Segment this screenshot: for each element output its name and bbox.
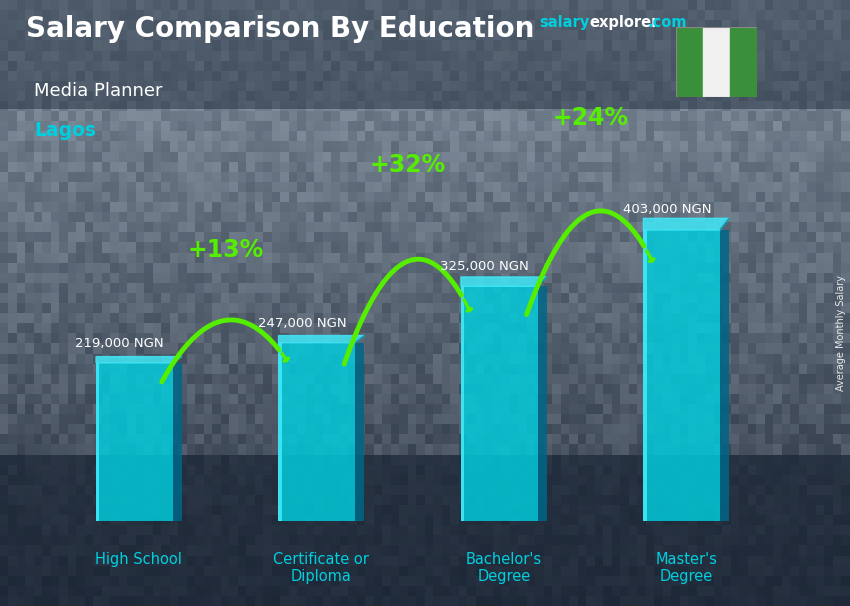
Text: Bachelor's
Degree: Bachelor's Degree <box>466 551 541 584</box>
Polygon shape <box>355 336 364 342</box>
Bar <box>461 287 537 521</box>
Bar <box>537 287 547 521</box>
Polygon shape <box>643 218 729 230</box>
Bar <box>703 27 729 97</box>
Bar <box>355 342 364 521</box>
Text: 219,000 NGN: 219,000 NGN <box>76 337 164 350</box>
Text: 247,000 NGN: 247,000 NGN <box>258 317 347 330</box>
Polygon shape <box>537 277 547 287</box>
Polygon shape <box>96 356 182 363</box>
Bar <box>96 363 99 521</box>
Polygon shape <box>720 218 729 230</box>
Bar <box>720 230 729 521</box>
Bar <box>96 363 173 521</box>
Text: +24%: +24% <box>552 106 628 130</box>
Bar <box>461 287 464 521</box>
Text: Master's
Degree: Master's Degree <box>655 551 717 584</box>
Bar <box>643 230 720 521</box>
Bar <box>279 342 281 521</box>
Bar <box>676 27 703 97</box>
Text: Average Monthly Salary: Average Monthly Salary <box>836 275 846 391</box>
Polygon shape <box>173 356 182 363</box>
Text: Lagos: Lagos <box>34 121 96 140</box>
Text: salary: salary <box>540 15 590 30</box>
Bar <box>173 363 182 521</box>
Text: 403,000 NGN: 403,000 NGN <box>623 202 711 216</box>
Text: Media Planner: Media Planner <box>34 82 162 100</box>
Text: .com: .com <box>648 15 687 30</box>
Text: Certificate or
Diploma: Certificate or Diploma <box>274 551 369 584</box>
Bar <box>729 27 756 97</box>
Text: +13%: +13% <box>188 238 264 262</box>
Bar <box>279 342 355 521</box>
Bar <box>643 230 647 521</box>
Text: Salary Comparison By Education: Salary Comparison By Education <box>26 15 534 43</box>
Text: High School: High School <box>95 551 183 567</box>
Text: +32%: +32% <box>370 153 446 177</box>
Text: 325,000 NGN: 325,000 NGN <box>440 261 529 273</box>
Text: explorer: explorer <box>589 15 659 30</box>
Polygon shape <box>461 277 547 287</box>
Polygon shape <box>279 336 364 342</box>
